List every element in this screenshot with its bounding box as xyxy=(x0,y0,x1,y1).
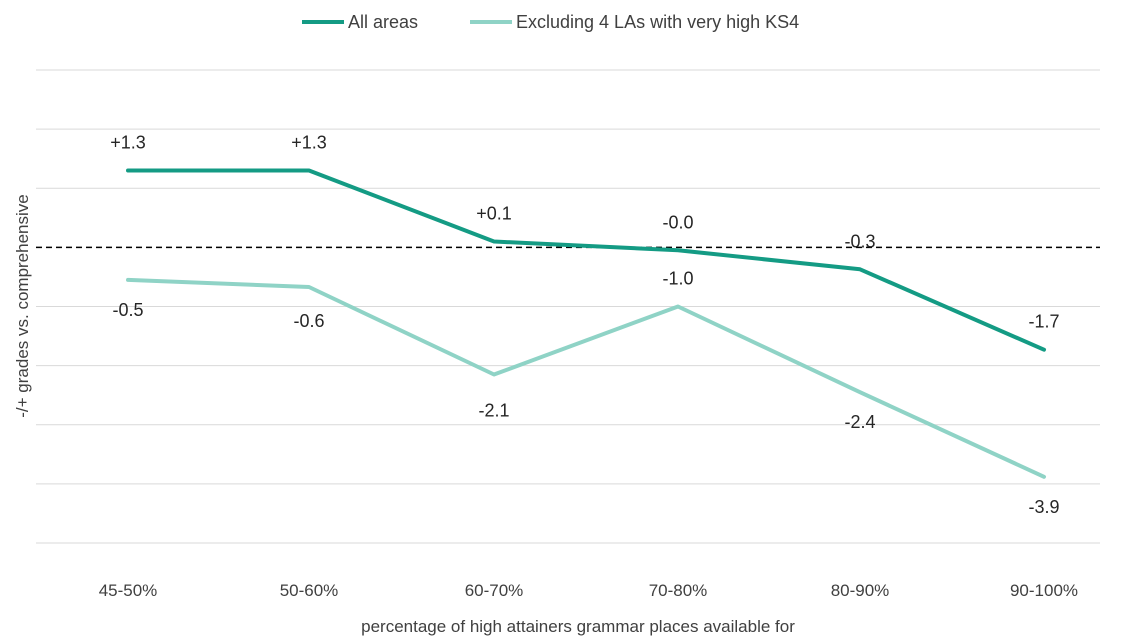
data-label: +1.3 xyxy=(110,133,146,153)
data-label: -0.5 xyxy=(112,300,143,320)
data-label: +1.3 xyxy=(291,133,327,153)
x-tick-label: 80-90% xyxy=(831,581,890,600)
data-labels: +1.3 +1.3 +0.1 -0.0 -0.3 -1.7 -0.5 -0.6 -2.1 -1.0… xyxy=(110,133,1059,517)
series-line-1 xyxy=(126,277,1046,479)
data-label: -2.4 xyxy=(844,412,875,432)
data-label: -0.6 xyxy=(293,311,324,331)
x-axis-ticks: 45-50% 50-60% 60-70% 70-80% 80-90% 90-100% xyxy=(99,581,1078,600)
x-axis-title: percentage of high attainers grammar pla… xyxy=(361,617,795,636)
x-tick-label: 45-50% xyxy=(99,581,158,600)
data-label: -1.0 xyxy=(662,269,693,289)
series-line-0 xyxy=(126,168,1046,352)
data-label: -2.1 xyxy=(478,401,509,421)
x-tick-label: 70-80% xyxy=(649,581,708,600)
y-axis-title: -/+ grades vs. comprehensive xyxy=(13,194,32,417)
x-tick-label: 50-60% xyxy=(280,581,339,600)
data-label: -0.0 xyxy=(662,212,693,232)
data-label: -3.9 xyxy=(1028,497,1059,517)
x-tick-label: 90-100% xyxy=(1010,581,1078,600)
gridlines xyxy=(36,69,1100,544)
data-label: +0.1 xyxy=(476,204,512,224)
legend-label-all-areas: All areas xyxy=(348,12,418,32)
data-label: -0.3 xyxy=(844,231,875,251)
legend-label-excluding-4-las: Excluding 4 LAs with very high KS4 xyxy=(516,12,799,32)
data-label: -1.7 xyxy=(1028,312,1059,332)
series-lines xyxy=(126,168,1046,479)
x-tick-label: 60-70% xyxy=(465,581,524,600)
legend: All areas Excluding 4 LAs with very high… xyxy=(302,12,799,32)
